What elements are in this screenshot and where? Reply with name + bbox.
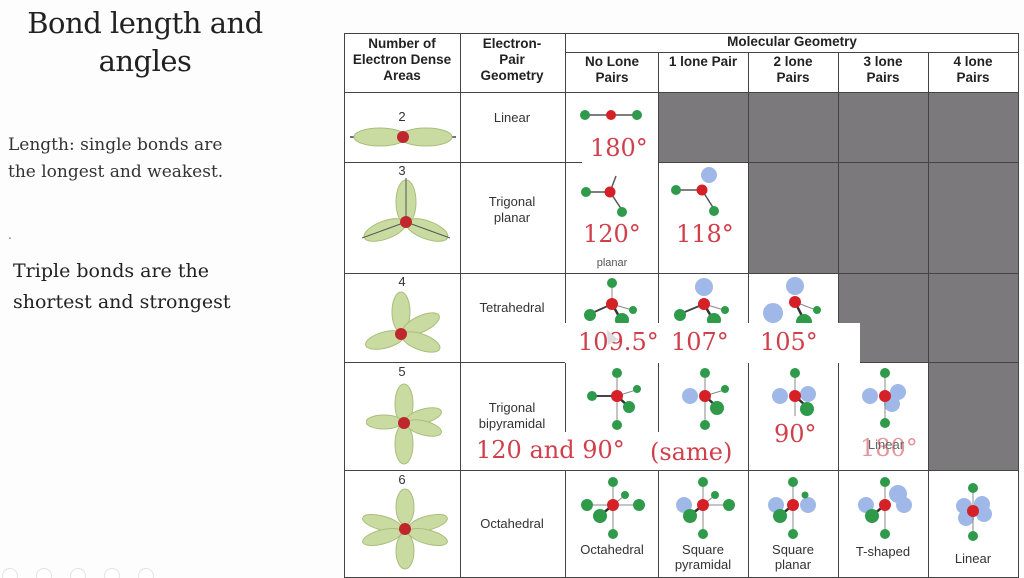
angle-annotation-180: 180° — [586, 134, 652, 162]
shape-label-linear-bp: Linear — [867, 437, 905, 452]
header-2-lone-pairs: 2 lone Pairs — [773, 54, 813, 85]
grid-line — [344, 470, 1019, 471]
grid-line — [344, 92, 1019, 93]
orbital-trigonal-icon — [361, 178, 451, 242]
grid-line — [838, 52, 839, 578]
geometry-trigonal-bipyramidal: Trigonal bipyramidal — [478, 400, 546, 431]
molecule-seesaw-icon — [682, 368, 729, 430]
grid-line — [460, 33, 461, 578]
geometry-linear: Linear — [493, 110, 531, 125]
shape-label-t-shaped: T-shaped — [855, 544, 911, 559]
angle-annotation-120: 120° — [583, 220, 641, 248]
angle-annotation-118: 118° — [676, 220, 734, 248]
shape-label-square-planar: Square planar — [772, 542, 814, 572]
slide-paragraph-triple-bonds: Triple bonds are the shortest and strong… — [13, 260, 231, 313]
header-molecular-geometry: Molecular Geometry — [727, 34, 857, 49]
slideshow-nav — [2, 568, 154, 578]
row-count-6: 6 — [398, 472, 406, 487]
row-count-5: 5 — [398, 364, 406, 379]
bullet-dot: . — [8, 228, 12, 242]
nav-slides-button[interactable] — [104, 568, 120, 578]
molecule-tetrahedral-icon — [584, 278, 637, 327]
molecule-trigonal-pyramidal-icon — [674, 278, 729, 327]
grid-line — [565, 33, 566, 578]
molecule-linear-bp-icon — [862, 368, 906, 428]
annotation-background — [565, 323, 860, 363]
header-electron-pair-geometry: Electron-Pair Geometry — [480, 36, 544, 83]
header-no-lone-pairs: No Lone Pairs — [585, 54, 639, 85]
geometry-trigonal-planar: Trigonal planar — [488, 194, 536, 225]
shape-label-square-pyramidal: Square pyramidal — [674, 542, 732, 572]
angle-annotation-120-and-90: 120 and 90° — [476, 436, 625, 464]
row-count-2: 2 — [398, 109, 406, 124]
grid-line — [565, 52, 1019, 53]
molecule-linear-oct-icon — [956, 483, 992, 541]
gray-cell — [860, 323, 1018, 363]
geometry-octahedral: Octahedral — [480, 516, 544, 531]
grid-line — [748, 52, 749, 578]
molecule-octahedral-icon — [581, 477, 645, 539]
molecule-square-planar-icon — [768, 477, 816, 539]
shape-label-linear: Linear — [954, 551, 992, 566]
nav-previous-button[interactable] — [2, 568, 18, 578]
header-electron-dense-areas: Number of Electron Dense Areas — [352, 36, 452, 83]
angle-annotation-107: 107° — [671, 328, 729, 356]
grid-line — [928, 52, 929, 578]
gray-cell — [928, 362, 1018, 470]
angle-annotation-180-linear: 180° — [860, 434, 918, 462]
angle-annotation-105: 105° — [760, 328, 818, 356]
header-3-lone-pairs: 3 lone Pairs — [863, 54, 903, 85]
slide-title: Bond length and angles — [27, 6, 263, 78]
orbital-trigonal-bipyramidal-icon — [366, 383, 442, 465]
row-count-3: 3 — [398, 163, 406, 178]
molecule-linear-icon — [580, 110, 642, 120]
shape-label-planar: planar — [596, 257, 628, 269]
annotation-background — [850, 428, 928, 470]
molecule-t-shaped-bp-icon — [772, 368, 816, 416]
nav-pen-button[interactable] — [70, 568, 86, 578]
annotation-background — [468, 432, 748, 470]
grid-line — [344, 273, 1019, 274]
gray-cell — [748, 162, 1018, 273]
molecule-bent-tetrahedral-icon — [763, 277, 821, 330]
slide-paragraph-length: Length: single bonds are the longest and… — [8, 135, 224, 182]
nav-zoom-button[interactable] — [138, 568, 154, 578]
molecule-trigonal-bipyramidal-icon — [587, 368, 641, 430]
molecule-square-pyramidal-icon — [676, 477, 735, 539]
grid-line — [344, 162, 1019, 163]
orbital-octahedral-icon — [362, 488, 448, 570]
angle-annotation-same: (same) — [650, 438, 733, 466]
molecule-bent-icon — [671, 167, 719, 216]
molecule-trigonal-planar-icon — [581, 175, 627, 217]
angle-annotation-90: 90° — [774, 420, 817, 448]
header-1-lone-pair: 1 lone Pair — [668, 54, 738, 69]
orbital-linear-icon — [350, 127, 456, 147]
shape-label-octahedral: Octahedral — [580, 542, 644, 557]
grid-line — [658, 52, 659, 578]
header-4-lone-pairs: 4 lone Pairs — [953, 54, 993, 85]
geometry-tetrahedral: Tetrahedral — [479, 300, 545, 315]
orbital-tetrahedral-icon — [365, 291, 441, 353]
row-count-4: 4 — [398, 274, 406, 289]
angle-annotation-109-5: 109.5° — [578, 328, 659, 356]
nav-next-button[interactable] — [36, 568, 52, 578]
molecule-t-shaped-icon — [858, 477, 912, 539]
